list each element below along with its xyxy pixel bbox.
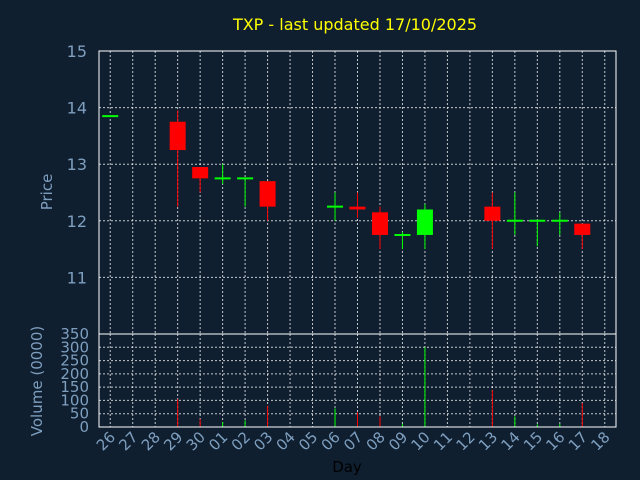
x-axis-ticks: 2627282930010203040506070809101112131415… — [93, 428, 614, 454]
price-tick-label: 11 — [67, 268, 87, 287]
volume-tick-label: 0 — [79, 418, 89, 436]
x-axis-label: Day — [332, 458, 362, 476]
volume-tick-label: 200 — [60, 365, 89, 383]
volume-tick-label: 300 — [60, 338, 89, 356]
candle-body — [349, 206, 366, 210]
price-tick-label: 15 — [67, 42, 87, 61]
x-tick-label: 18 — [587, 428, 613, 454]
price-tick-label: 14 — [67, 99, 87, 118]
candle-body — [259, 181, 276, 207]
price-tick-label: 12 — [67, 212, 87, 231]
candle-body — [416, 209, 433, 235]
candle-body — [169, 121, 186, 151]
candle-body — [574, 223, 591, 235]
volume-bars — [177, 347, 583, 427]
candle-body — [371, 212, 388, 235]
volume-tick-label: 250 — [60, 352, 89, 370]
volume-tick-label: 50 — [70, 405, 89, 423]
volume-tick-label: 350 — [60, 325, 89, 343]
candle-body — [484, 206, 501, 221]
volume-axis-label: Volume (0000) — [28, 326, 46, 436]
price-candles — [102, 110, 591, 250]
chart-title: TXP - last updated 17/10/2025 — [232, 15, 477, 34]
candle-body — [192, 167, 209, 179]
volume-tick-label: 100 — [60, 391, 89, 409]
price-tick-label: 13 — [67, 155, 87, 174]
volume-tick-label: 150 — [60, 378, 89, 396]
volume-panel-frame — [98, 333, 617, 428]
price-y-ticks: 11 12 13 14 15 — [67, 42, 87, 287]
price-axis-label: Price — [38, 174, 56, 211]
